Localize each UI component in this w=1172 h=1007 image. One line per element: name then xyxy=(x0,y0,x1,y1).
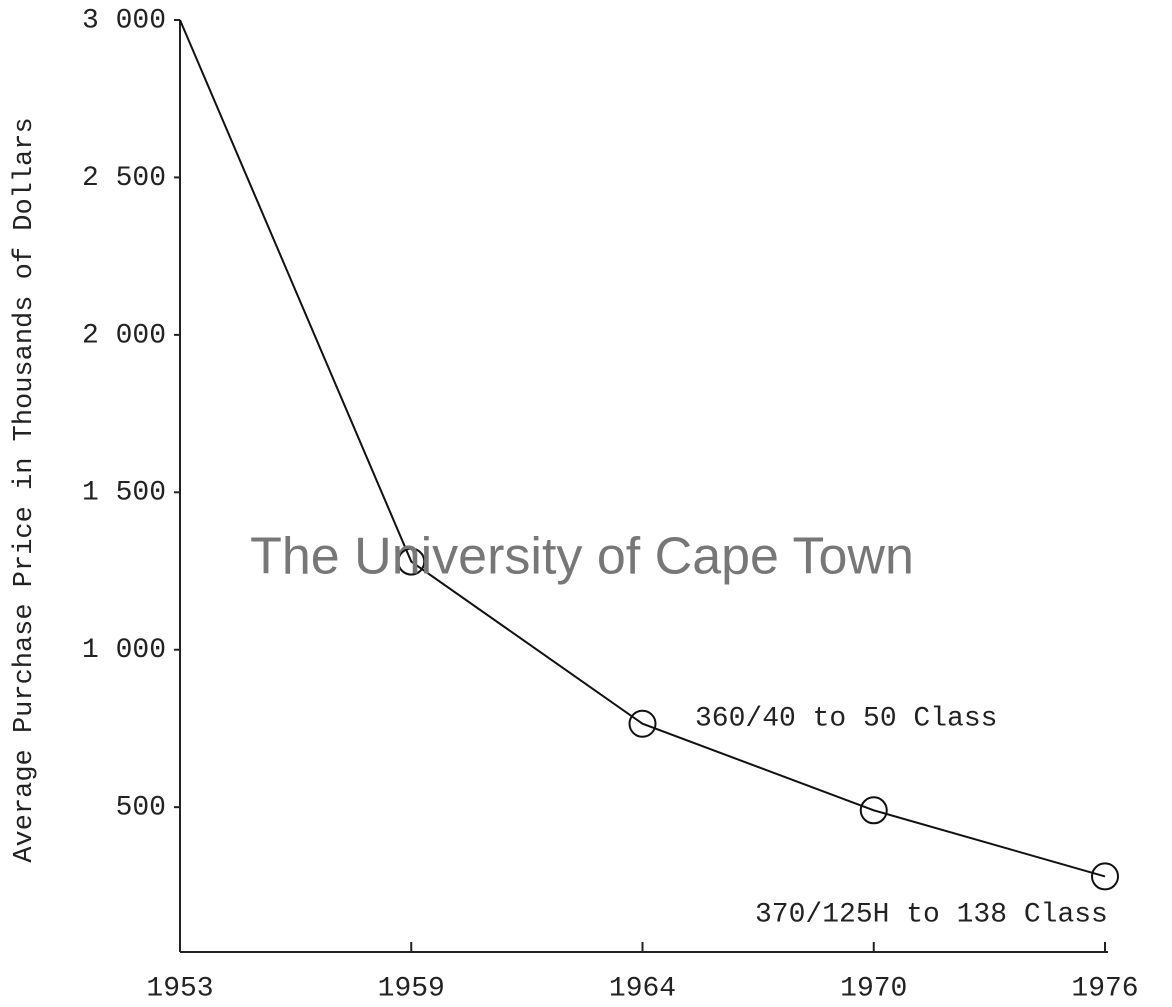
y-tick-label: 1 000 xyxy=(82,635,166,666)
y-tick-label: 2 000 xyxy=(82,320,166,351)
x-tick-label: 1976 xyxy=(1071,973,1138,1004)
point-marker xyxy=(397,547,426,576)
point-marker xyxy=(628,709,657,738)
y-tick-label: 2 500 xyxy=(82,163,166,194)
point-marker xyxy=(1091,862,1119,891)
point-marker xyxy=(859,796,888,825)
x-tick-label: 1970 xyxy=(840,973,907,1004)
y-tick-label: 500 xyxy=(116,793,166,824)
x-tick-label: 1959 xyxy=(378,973,445,1004)
y-tick-label: 1 500 xyxy=(82,478,166,509)
y-tick-label: 3 000 xyxy=(82,5,166,36)
line xyxy=(179,19,1106,878)
x-tick-label: 1953 xyxy=(146,973,213,1004)
watermark: The University of Cape Town xyxy=(250,528,914,586)
annotation: 360/40 to 50 Class xyxy=(695,703,997,734)
annotation: 370/125H to 138 Class xyxy=(755,899,1108,930)
x-tick-label: 1964 xyxy=(609,973,676,1004)
y-axis-label: Average Purchase Price in Thousands of D… xyxy=(10,117,40,862)
